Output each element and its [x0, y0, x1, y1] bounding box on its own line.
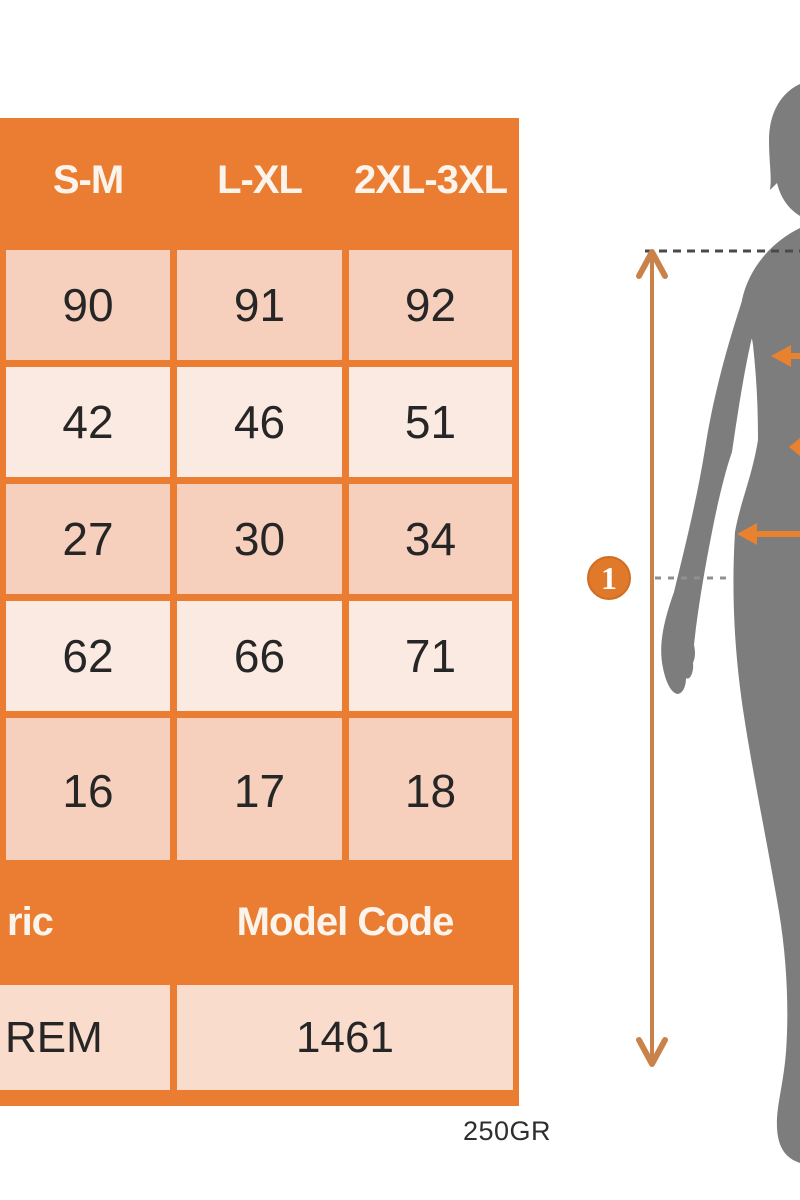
size-chart-table: S-M L-XL 2XL-3XL 90 91 92 42 46 51 27 30…: [0, 118, 519, 863]
size-cell: 42: [6, 367, 170, 477]
fabric-value-cell: REM: [0, 985, 170, 1090]
info-table: ric Model Code REM 1461: [0, 860, 519, 1106]
size-column-header-2xl3xl: 2XL-3XL: [353, 158, 508, 202]
fabric-column-header: ric: [7, 900, 54, 944]
model-code-column-header: Model Code: [236, 900, 455, 944]
hip-arrow-icon: [737, 523, 800, 545]
size-cell: 62: [6, 601, 170, 711]
waist-arrow-icon: [789, 438, 800, 456]
model-code-value-cell: 1461: [177, 985, 513, 1090]
size-cell: 27: [6, 484, 170, 594]
size-cell: 66: [177, 601, 342, 711]
measurement-diagram: [636, 84, 800, 1163]
length-arrow-icon: [636, 249, 668, 1067]
size-cell: 17: [177, 718, 342, 863]
size-cell: 46: [177, 367, 342, 477]
size-cell: 91: [177, 250, 342, 360]
size-cell: 51: [349, 367, 512, 477]
bust-arrow-icon: [771, 345, 800, 367]
weight-note: 250GR: [462, 1116, 552, 1146]
size-cell: 92: [349, 250, 512, 360]
size-column-header-lxl: L-XL: [217, 158, 303, 202]
size-cell: 16: [6, 718, 170, 863]
size-cell: 18: [349, 718, 512, 863]
size-cell: 90: [6, 250, 170, 360]
size-cell: 71: [349, 601, 512, 711]
size-cell: 30: [177, 484, 342, 594]
size-cell: 34: [349, 484, 512, 594]
size-column-header-sm: S-M: [52, 158, 124, 202]
female-silhouette-icon: [661, 84, 800, 1163]
measurement-1-badge: 1: [587, 556, 631, 600]
